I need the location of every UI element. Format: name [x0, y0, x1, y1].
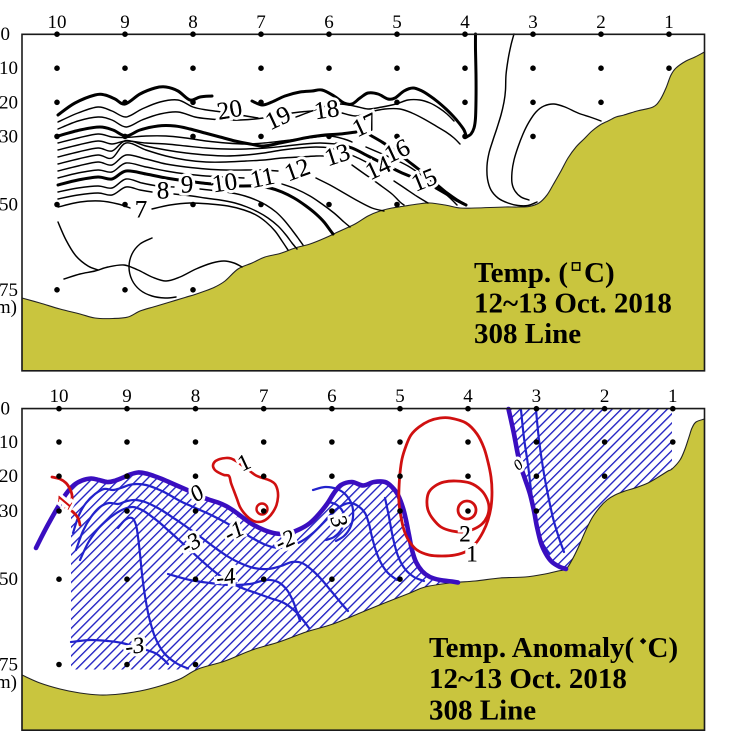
- svg-text:4: 4: [460, 12, 470, 33]
- svg-text:20: 20: [0, 92, 18, 113]
- svg-text:m): m): [0, 297, 17, 318]
- svg-text:50: 50: [0, 195, 18, 216]
- svg-text:20: 20: [0, 466, 18, 487]
- svg-text:7: 7: [135, 197, 148, 224]
- svg-text:4: 4: [463, 386, 473, 407]
- svg-text:30: 30: [0, 126, 18, 147]
- svg-text:1: 1: [466, 541, 478, 566]
- svg-text:-4: -4: [214, 563, 236, 590]
- svg-text:8: 8: [188, 12, 198, 33]
- svg-text:0: 0: [1, 24, 11, 45]
- svg-text:8: 8: [157, 178, 170, 205]
- svg-text:10: 10: [0, 58, 18, 79]
- svg-text:5: 5: [395, 386, 405, 407]
- svg-text:9: 9: [122, 386, 132, 407]
- svg-text:-4: -4: [214, 563, 236, 590]
- svg-text:1: 1: [668, 386, 678, 407]
- svg-text:0: 0: [1, 399, 11, 420]
- svg-text:10: 10: [48, 12, 67, 33]
- svg-text:30: 30: [0, 501, 18, 522]
- svg-text:10: 10: [210, 168, 239, 198]
- svg-text:75: 75: [0, 655, 18, 676]
- svg-text:m): m): [0, 672, 17, 693]
- svg-text:18: 18: [312, 95, 341, 125]
- svg-text:20: 20: [215, 95, 244, 126]
- svg-text:8: 8: [191, 386, 201, 407]
- svg-text:7: 7: [259, 386, 269, 407]
- svg-text:9: 9: [120, 12, 130, 33]
- svg-text:10: 10: [50, 386, 69, 407]
- svg-text:12~13 Oct. 2018: 12~13 Oct. 2018: [429, 663, 627, 695]
- svg-text:308 Line: 308 Line: [429, 695, 536, 727]
- svg-text:9: 9: [181, 172, 194, 199]
- svg-text:11: 11: [248, 163, 277, 194]
- svg-text:6: 6: [324, 12, 334, 33]
- svg-text:50: 50: [0, 569, 18, 590]
- svg-text:12~13 Oct. 2018: 12~13 Oct. 2018: [474, 288, 672, 320]
- svg-text:2: 2: [459, 521, 471, 546]
- svg-text:1: 1: [664, 12, 674, 33]
- svg-text:-3: -3: [123, 632, 145, 659]
- svg-text:308 Line: 308 Line: [474, 318, 581, 350]
- svg-text:2: 2: [459, 521, 471, 546]
- svg-text:C): C): [648, 632, 679, 664]
- svg-text:2: 2: [596, 12, 606, 33]
- svg-text:10: 10: [210, 168, 239, 198]
- svg-text:75: 75: [0, 280, 18, 301]
- svg-text:7: 7: [135, 197, 148, 224]
- svg-text:2: 2: [600, 386, 610, 407]
- svg-text:9: 9: [181, 172, 194, 199]
- svg-text:8: 8: [157, 178, 170, 205]
- svg-text:3: 3: [528, 12, 538, 33]
- svg-text:7: 7: [256, 12, 266, 33]
- svg-text:1: 1: [466, 541, 478, 566]
- svg-text:Temp. Anomaly(: Temp. Anomaly(: [429, 632, 634, 664]
- svg-text:5: 5: [392, 12, 402, 33]
- svg-text:Temp. (: Temp. (: [474, 257, 568, 289]
- svg-text:3: 3: [532, 386, 542, 407]
- svg-text:6: 6: [327, 386, 337, 407]
- svg-text:C): C): [584, 257, 615, 289]
- svg-text:10: 10: [0, 432, 18, 453]
